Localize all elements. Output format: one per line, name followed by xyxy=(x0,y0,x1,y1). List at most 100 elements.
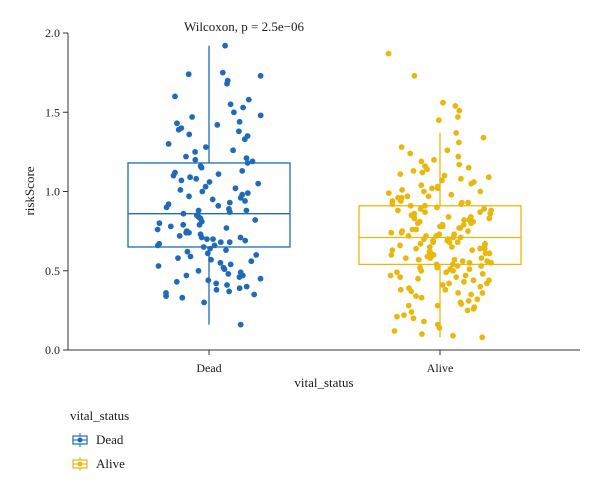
data-point xyxy=(461,217,467,223)
data-point xyxy=(461,278,467,285)
data-point xyxy=(203,144,209,151)
y-tick-label: 1.0 xyxy=(45,185,60,199)
data-point xyxy=(192,156,199,163)
data-point xyxy=(411,72,418,79)
data-point xyxy=(243,283,250,290)
data-point xyxy=(431,156,437,163)
data-point xyxy=(226,199,233,206)
data-point xyxy=(243,207,250,214)
data-point xyxy=(477,209,483,216)
data-point xyxy=(242,198,248,204)
data-point xyxy=(488,207,494,214)
data-point xyxy=(397,286,404,293)
data-point xyxy=(417,206,424,212)
data-point xyxy=(464,307,471,314)
data-point xyxy=(457,234,464,241)
data-point xyxy=(253,252,260,258)
data-point xyxy=(410,315,417,322)
data-point xyxy=(465,228,471,235)
data-point xyxy=(444,237,451,244)
data-point xyxy=(170,172,177,179)
legend: vital_status Dead Alive xyxy=(70,408,129,471)
data-point xyxy=(394,269,400,276)
data-point xyxy=(486,215,493,222)
data-point xyxy=(408,309,415,315)
data-point xyxy=(387,272,394,279)
data-point xyxy=(208,256,214,263)
data-point xyxy=(257,72,264,79)
data-point xyxy=(394,313,400,320)
data-point xyxy=(211,242,218,249)
data-point xyxy=(402,255,409,261)
data-point xyxy=(213,286,220,293)
data-point xyxy=(389,198,396,204)
data-point xyxy=(474,296,481,303)
data-point xyxy=(488,259,494,266)
data-point xyxy=(433,233,440,239)
data-point xyxy=(441,172,448,179)
data-point xyxy=(462,272,469,279)
data-point xyxy=(401,312,407,318)
data-point xyxy=(217,239,224,246)
data-point xyxy=(209,196,216,203)
data-point xyxy=(219,69,226,76)
data-point xyxy=(207,245,214,252)
data-point xyxy=(245,96,252,103)
data-point xyxy=(468,180,475,187)
data-point xyxy=(385,190,392,197)
data-point xyxy=(195,207,202,214)
data-point xyxy=(421,318,427,325)
data-point xyxy=(486,250,493,257)
data-point xyxy=(199,188,206,195)
legend-item-alive: Alive xyxy=(72,456,125,471)
data-point xyxy=(399,187,405,193)
data-point xyxy=(236,128,242,135)
data-point xyxy=(180,221,187,228)
data-point xyxy=(175,126,182,133)
data-point xyxy=(482,250,489,257)
data-point xyxy=(248,258,255,265)
data-point xyxy=(174,120,180,127)
legend-label: Alive xyxy=(96,456,125,471)
data-point xyxy=(440,99,446,106)
data-point xyxy=(214,122,221,128)
data-point xyxy=(184,248,191,255)
data-point xyxy=(227,101,234,108)
data-point xyxy=(478,255,485,261)
y-axis-ticks: 0.0 0.5 1.0 1.5 2.0 xyxy=(45,26,68,357)
data-point xyxy=(434,302,441,309)
data-point xyxy=(257,112,264,119)
data-point xyxy=(163,204,170,211)
data-point xyxy=(421,236,427,243)
data-point xyxy=(236,285,243,292)
data-point xyxy=(155,263,162,269)
data-point xyxy=(470,305,477,312)
data-point xyxy=(240,104,247,111)
data-point xyxy=(255,180,262,187)
data-point xyxy=(397,171,404,178)
data-point xyxy=(215,171,222,178)
data-point xyxy=(479,271,486,277)
data-point xyxy=(458,301,465,307)
data-point xyxy=(388,229,395,236)
data-point xyxy=(196,221,203,228)
data-point xyxy=(413,245,419,252)
data-point xyxy=(411,215,418,222)
data-point xyxy=(236,118,243,125)
group-dead xyxy=(127,42,291,328)
data-point xyxy=(226,288,233,295)
data-point xyxy=(204,236,210,243)
data-point xyxy=(444,147,451,154)
data-point xyxy=(454,263,461,269)
data-point xyxy=(425,193,432,200)
data-point xyxy=(479,334,486,341)
y-tick-label: 0.5 xyxy=(45,264,60,278)
data-point xyxy=(468,220,474,227)
data-point xyxy=(154,226,161,233)
data-point xyxy=(186,229,192,236)
data-point xyxy=(407,202,414,209)
data-point xyxy=(213,280,220,287)
data-point xyxy=(397,274,404,280)
data-point xyxy=(470,277,477,284)
data-point xyxy=(223,247,229,254)
